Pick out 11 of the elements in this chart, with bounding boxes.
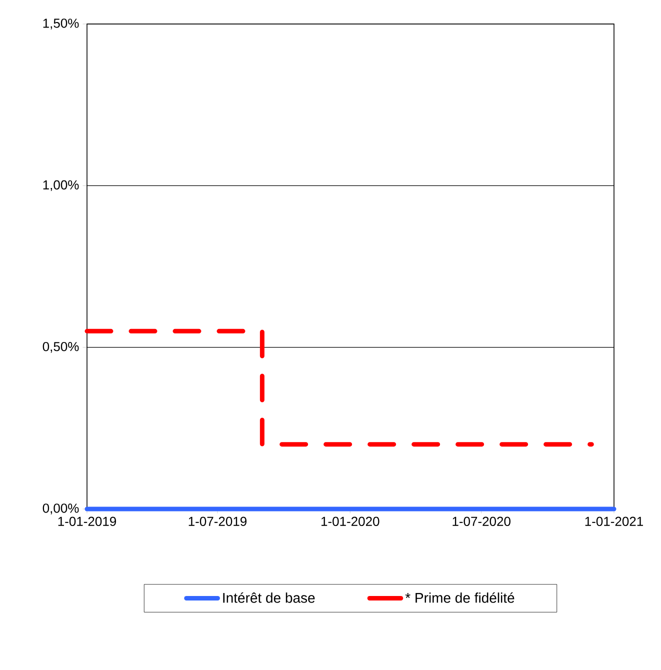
legend-label: * Prime de fidélité — [405, 592, 514, 603]
legend-label: Intérêt de base — [223, 592, 315, 603]
x-tick-label: 1-01-2020 — [321, 516, 380, 526]
x-tick-label: 1-07-2019 — [188, 516, 246, 526]
y-tick-label: 0,00% — [42, 504, 79, 514]
x-tick-label: 1-01-2019 — [58, 516, 116, 526]
y-tick-label: 1,50% — [43, 18, 79, 30]
x-tick-label: 1-01-2021 — [585, 516, 643, 526]
y-tick-label: 1,00% — [43, 180, 79, 192]
y-tick-label: 0,50% — [42, 342, 79, 353]
x-tick-label: 1-07-2020 — [452, 516, 510, 526]
